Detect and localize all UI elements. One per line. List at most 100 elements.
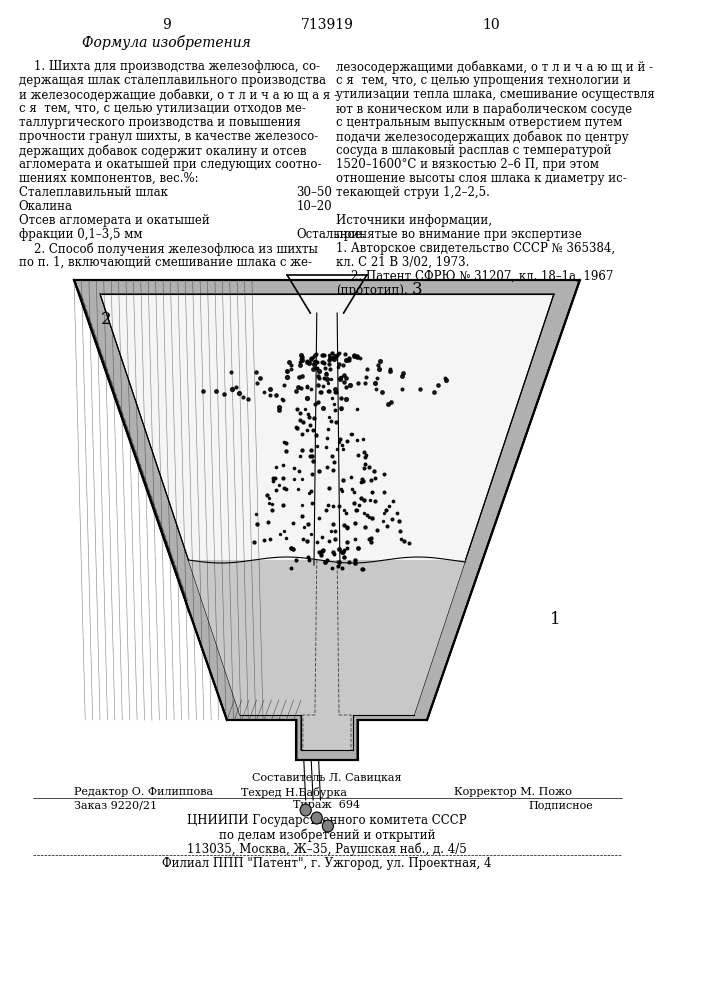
Point	[319, 370, 330, 386]
Point	[326, 413, 337, 429]
Point	[250, 506, 262, 522]
Point	[440, 372, 452, 388]
Point	[267, 470, 279, 486]
Point	[267, 496, 278, 512]
Point	[341, 433, 353, 449]
Point	[353, 497, 364, 513]
Text: 10: 10	[482, 18, 500, 32]
Point	[379, 484, 390, 500]
Point	[313, 544, 325, 560]
Point	[278, 480, 289, 496]
Point	[307, 466, 318, 482]
Point	[340, 352, 351, 368]
Point	[314, 384, 325, 400]
Point	[323, 480, 334, 496]
Point	[349, 348, 360, 364]
Point	[328, 546, 339, 562]
Text: с я  тем, что, с целью упрощения технологии и: с я тем, что, с целью упрощения технолог…	[337, 74, 631, 87]
Text: шениях компонентов, вес.%:: шениях компонентов, вес.%:	[18, 172, 198, 185]
Point	[274, 526, 286, 542]
Point	[332, 359, 344, 375]
Point	[251, 516, 262, 532]
Point	[335, 400, 346, 416]
Point	[327, 544, 338, 560]
Point	[384, 498, 395, 514]
Point	[352, 540, 363, 556]
Point	[359, 456, 370, 472]
Point	[264, 381, 276, 397]
Text: 2. Патент СФРЮ № 31207, кл. 18–1а, 1967: 2. Патент СФРЮ № 31207, кл. 18–1а, 1967	[337, 270, 614, 283]
Point	[329, 351, 340, 367]
Point	[267, 473, 279, 489]
Text: 2: 2	[101, 312, 112, 328]
Point	[372, 370, 383, 386]
Point	[308, 453, 319, 469]
Point	[326, 350, 337, 366]
Point	[349, 552, 361, 568]
Point	[351, 502, 362, 518]
Point	[294, 463, 305, 479]
Point	[340, 391, 351, 407]
Point	[397, 368, 408, 384]
Point	[249, 534, 260, 550]
Point	[291, 419, 302, 435]
Point	[296, 380, 307, 396]
Point	[335, 390, 346, 406]
Point	[317, 543, 328, 559]
Point	[320, 439, 332, 455]
Point	[338, 374, 349, 390]
Text: 1: 1	[551, 611, 561, 629]
Point	[310, 427, 322, 443]
Point	[301, 533, 312, 549]
Point	[334, 541, 345, 557]
Point	[346, 481, 357, 497]
Text: Редактор О. Филиппова: Редактор О. Филиппова	[74, 787, 214, 797]
Polygon shape	[188, 560, 465, 750]
Point	[387, 511, 398, 527]
Point	[385, 361, 396, 377]
Point	[315, 384, 327, 400]
Text: 9: 9	[163, 18, 171, 32]
Point	[332, 558, 344, 574]
Point	[363, 509, 375, 525]
Point	[378, 513, 389, 529]
Point	[358, 460, 370, 476]
Point	[350, 515, 361, 531]
Point	[277, 392, 288, 408]
Text: ЦНИИПИ Государственного комитета СССР: ЦНИИПИ Государственного комитета СССР	[187, 814, 467, 827]
Point	[339, 502, 350, 518]
Text: отношение высоты слоя шлака к диаметру ис-: отношение высоты слоя шлака к диаметру и…	[337, 172, 627, 185]
Text: агломерата и окатышей при следующих соотно-: агломерата и окатышей при следующих соот…	[18, 158, 321, 171]
Point	[333, 434, 344, 450]
Point	[273, 477, 284, 493]
Text: Техред Н.Бабурка: Техред Н.Бабурка	[241, 787, 347, 798]
Point	[302, 354, 313, 370]
Point	[266, 502, 277, 518]
Point	[320, 366, 332, 382]
Point	[334, 345, 345, 361]
Point	[340, 505, 351, 521]
Point	[281, 363, 293, 379]
Point	[336, 483, 347, 499]
Point	[318, 355, 329, 371]
Point	[358, 431, 369, 447]
Point	[325, 350, 336, 366]
Point	[334, 370, 346, 386]
Text: Остальное.: Остальное.	[296, 228, 366, 241]
Point	[329, 523, 341, 539]
Point	[349, 531, 361, 547]
Point	[335, 401, 346, 417]
Point	[302, 353, 313, 369]
Point	[361, 447, 372, 463]
Point	[321, 552, 332, 568]
Point	[309, 354, 320, 370]
Point	[322, 459, 333, 475]
Point	[302, 378, 313, 394]
Point	[258, 532, 269, 548]
Point	[356, 561, 368, 577]
Point	[366, 530, 377, 546]
Point	[287, 515, 298, 531]
Point	[317, 354, 329, 370]
Point	[348, 347, 359, 363]
Point	[331, 384, 342, 400]
